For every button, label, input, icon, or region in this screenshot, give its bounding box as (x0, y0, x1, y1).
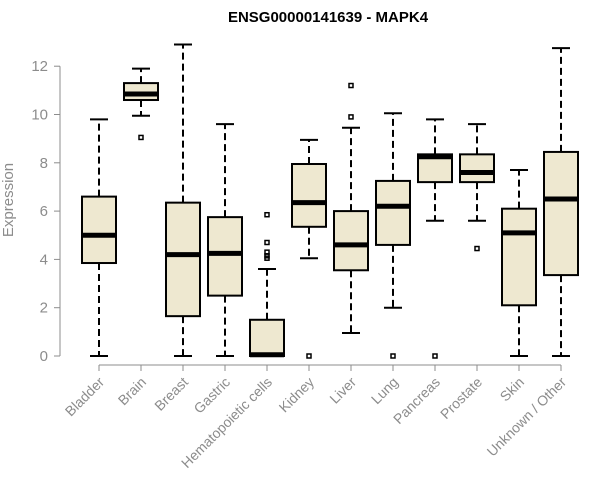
y-axis: 0 2 4 6 8 10 12 (31, 58, 61, 365)
box-kidney (291, 138, 327, 359)
box-bladder (81, 118, 117, 357)
box-prostate (459, 123, 495, 252)
box-liver (333, 82, 369, 335)
outlier-point (390, 353, 396, 359)
y-tick-label: 2 (40, 300, 48, 317)
box-breast (165, 43, 201, 357)
box-skin (501, 169, 537, 357)
x-tick-label: Pancreas (390, 374, 443, 427)
box-body (501, 207, 537, 307)
box-body (459, 153, 495, 184)
x-tick-label: Bladder (62, 374, 108, 420)
box-body (207, 216, 243, 297)
outlier-point (138, 134, 144, 141)
y-axis-label: Expression (0, 163, 17, 237)
box-gastric (207, 123, 243, 357)
x-tick-label: Kidney (276, 374, 318, 416)
outlier-point (306, 353, 312, 359)
y-tick-label: 10 (31, 107, 48, 124)
box-body (291, 163, 327, 228)
box-body (543, 150, 579, 277)
outlier-point (432, 353, 438, 359)
x-tick-label: Unknown / Other (484, 374, 570, 460)
box-body (375, 179, 411, 246)
box-unknown-other (543, 47, 579, 357)
y-tick-label: 4 (40, 251, 48, 268)
y-tick-label: 6 (40, 203, 48, 220)
outlier-point (348, 82, 354, 89)
box-body (81, 195, 117, 265)
y-tick-label: 0 (40, 348, 48, 365)
box-brain (123, 67, 159, 141)
box-body (165, 201, 201, 318)
x-tick-label: Prostate (437, 374, 485, 422)
boxes-group (81, 43, 579, 359)
box-hematopoietic-cells (249, 211, 285, 358)
x-tick-label: Liver (326, 374, 359, 407)
outlier-point (264, 249, 270, 255)
chart-title: ENSG00000141639 - MAPK4 (228, 9, 429, 26)
box-lung (375, 112, 411, 359)
box-pancreas (417, 118, 453, 359)
outlier-point (348, 114, 354, 120)
outlier-point (264, 211, 270, 218)
x-tick-label: Breast (151, 374, 191, 414)
x-tick-label: Lung (368, 374, 401, 407)
x-tick-label: Brain (115, 374, 149, 408)
x-tick-label: Skin (497, 374, 528, 405)
box-body (249, 318, 285, 357)
outlier-point (264, 239, 270, 246)
y-tick-label: 12 (31, 58, 48, 75)
y-tick-label: 8 (40, 155, 48, 172)
outlier-point (474, 245, 480, 252)
box-body (333, 210, 369, 272)
